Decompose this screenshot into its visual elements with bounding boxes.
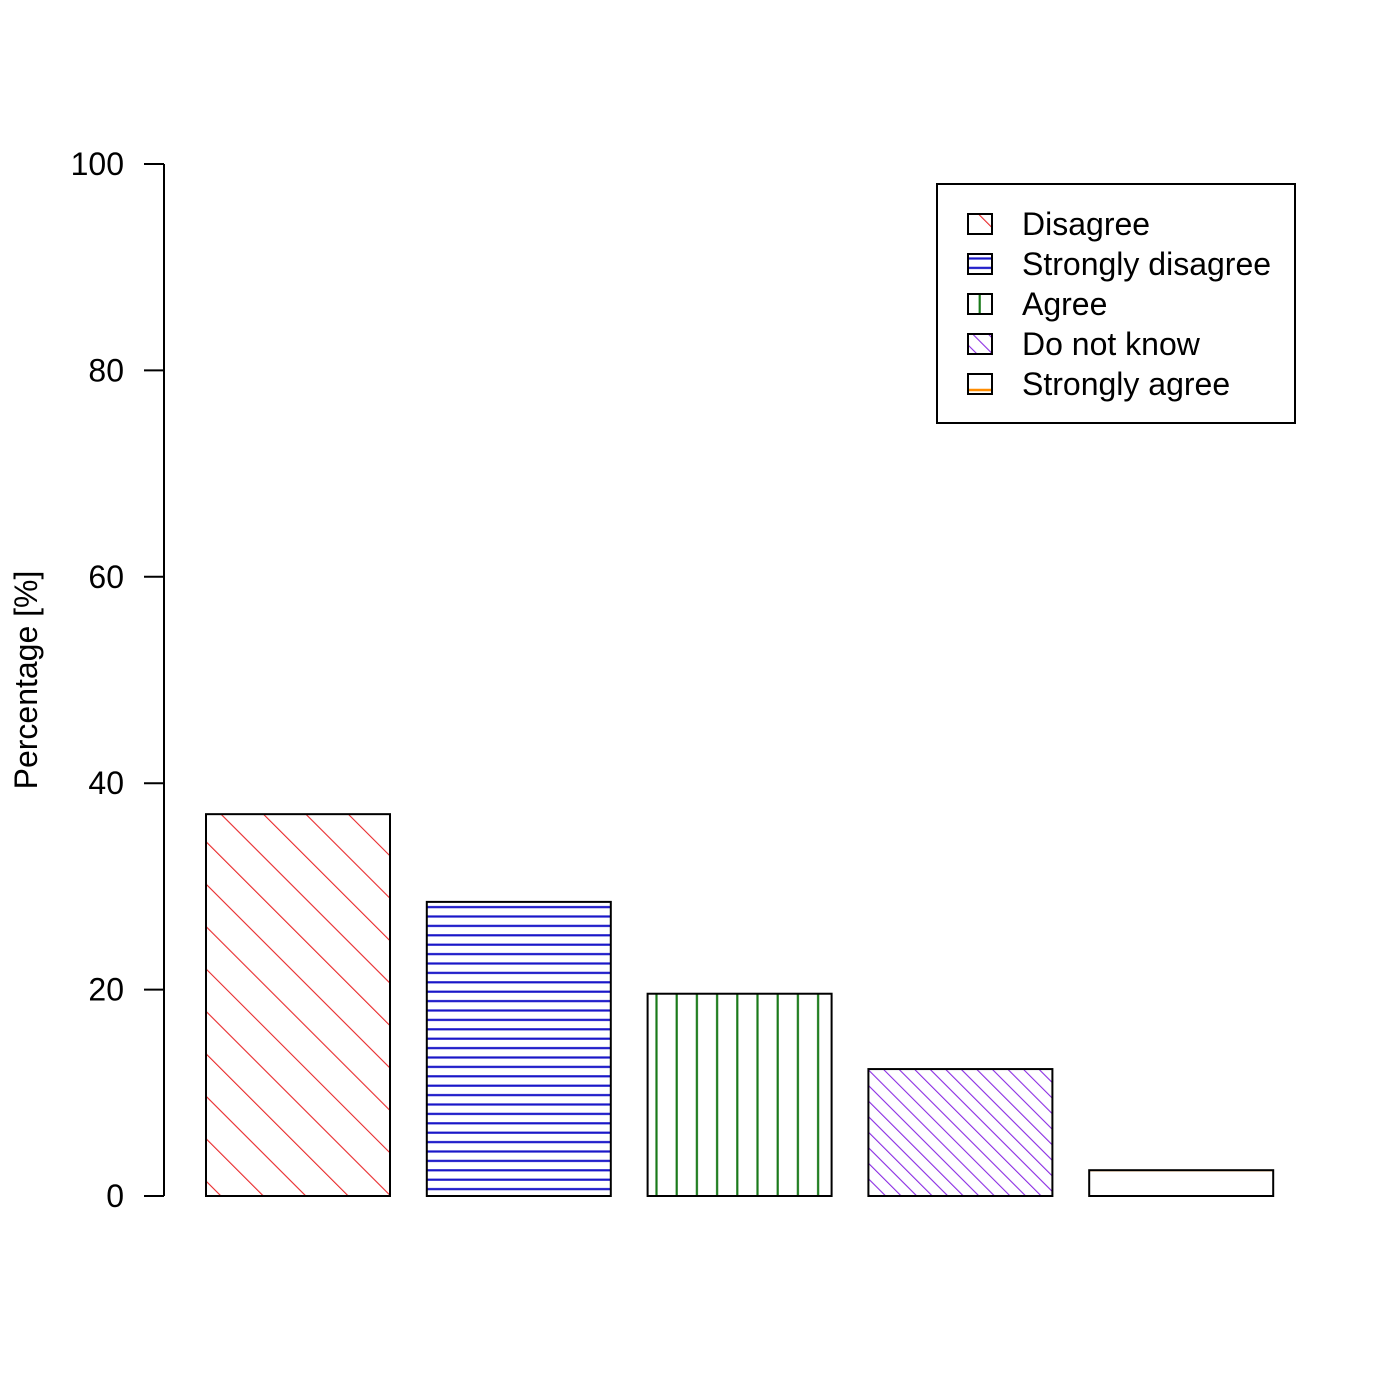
legend-swatch <box>967 213 993 235</box>
legend-item-agree: Agree <box>967 286 1107 322</box>
bar-disagree-fill <box>206 814 390 1196</box>
legend-item-strongly-agree: Strongly agree <box>967 366 1230 402</box>
y-axis: 0 20 40 60 80 100 <box>71 146 165 1214</box>
legend-item-strongly-disagree: Strongly disagree <box>967 246 1271 282</box>
bar-do-not-know <box>867 1068 1054 1197</box>
y-tick-label: 40 <box>88 765 124 801</box>
bars <box>205 813 1275 1198</box>
legend-box <box>936 183 1296 424</box>
legend-label: Strongly disagree <box>1022 246 1271 282</box>
legend-item-do-not-know: Do not know <box>967 326 1201 362</box>
legend-swatch-fill <box>968 374 992 394</box>
legend-swatch <box>967 253 993 275</box>
bar-agree-fill <box>647 993 832 1196</box>
bar-do-not-know-fill <box>868 1069 1053 1196</box>
bar-agree <box>646 992 833 1198</box>
y-tick-label: 100 <box>71 146 124 182</box>
y-tick-label: 60 <box>88 559 124 595</box>
legend-swatch-fill <box>968 254 992 274</box>
legend-item-disagree: Disagree <box>967 206 1150 242</box>
bar-strongly-agree <box>1088 1169 1275 1197</box>
bar-strongly-disagree-fill <box>426 901 611 1196</box>
bar-disagree <box>205 813 391 1197</box>
bar-strongly-disagree <box>425 900 612 1197</box>
legend-swatch-fill <box>968 334 992 354</box>
legend-label: Agree <box>1022 286 1107 322</box>
y-tick-label: 20 <box>88 972 124 1008</box>
legend-swatch-fill <box>968 214 992 234</box>
legend-swatch-fill <box>968 294 992 314</box>
y-tick-label: 0 <box>106 1178 124 1214</box>
y-tick-label: 80 <box>88 352 124 388</box>
legend-label: Do not know <box>1022 326 1201 362</box>
legend-swatch <box>967 293 993 315</box>
legend-label: Strongly agree <box>1022 366 1230 402</box>
bar-strongly-agree-fill <box>1089 1170 1274 1196</box>
legend: Disagree Strongly disagree Agree Do not kno… <box>936 183 1296 424</box>
legend-swatch <box>967 333 993 355</box>
legend-label: Disagree <box>1022 206 1150 242</box>
y-axis-label: Percentage [%] <box>8 571 44 790</box>
legend-swatch <box>967 373 993 395</box>
